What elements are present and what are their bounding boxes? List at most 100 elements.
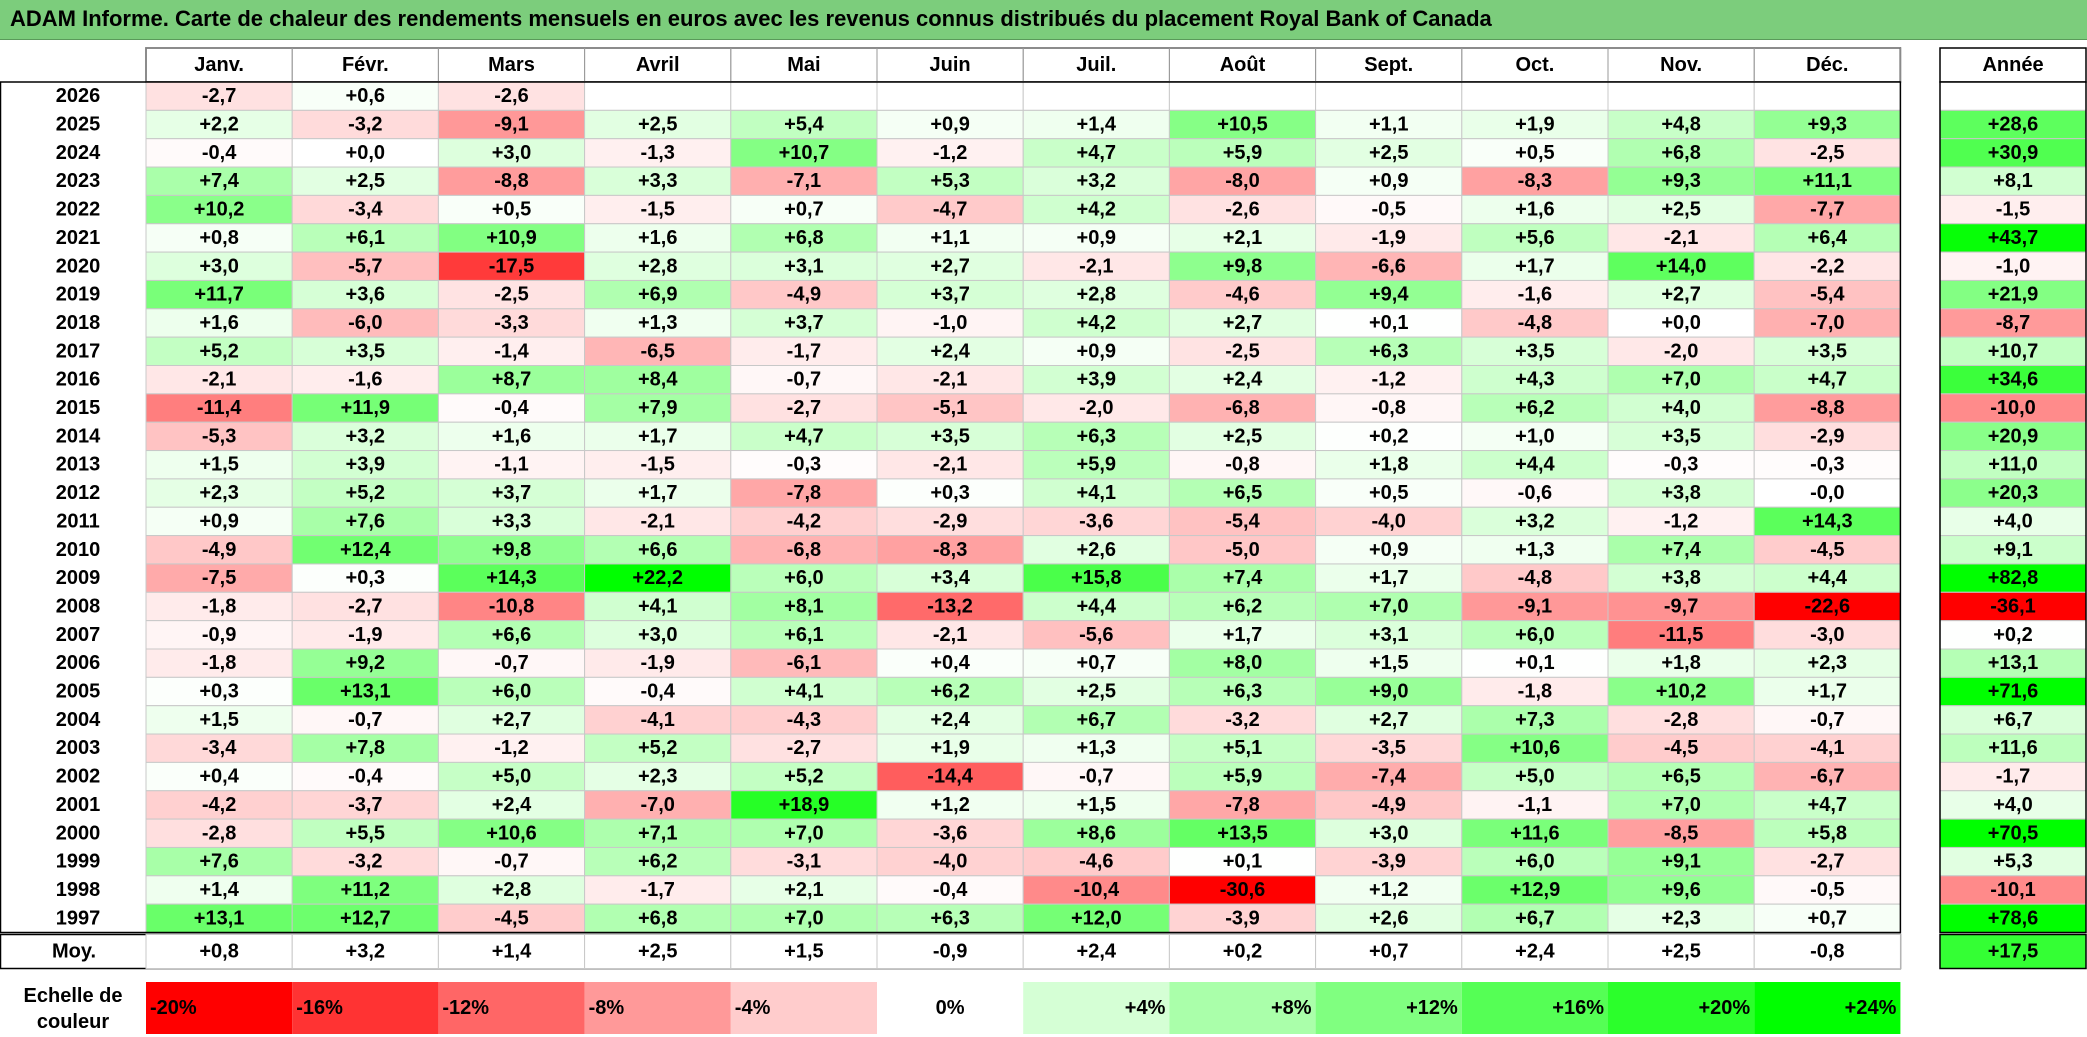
heatmap-cell — [437, 478, 586, 508]
cell-value: +1,6 — [492, 425, 531, 447]
cell-value: +2,7 — [1661, 284, 1700, 306]
cell-value: +6,1 — [784, 624, 823, 646]
month-header-label: Avril — [636, 54, 680, 76]
cell-value: -4,7 — [933, 199, 967, 221]
year-label: 2006 — [56, 652, 101, 674]
cell-value: -2,1 — [933, 624, 967, 646]
month-header-label: Août — [1220, 54, 1266, 76]
heatmap-cell — [730, 223, 878, 253]
cell-value: +4,4 — [1515, 454, 1555, 476]
heatmap-cell — [730, 790, 878, 820]
color-scale-swatch — [292, 982, 439, 1034]
heatmap-cell — [145, 733, 293, 763]
heatmap-cell — [876, 761, 1024, 792]
heatmap-cell — [1022, 81, 1170, 111]
heatmap-cell — [876, 705, 1024, 735]
cell-value: +6,6 — [492, 624, 531, 646]
year-label: 2014 — [56, 425, 101, 447]
heatmap-cell — [1168, 421, 1317, 452]
year-label: 2022 — [56, 199, 101, 221]
cell-value: +3,3 — [492, 510, 531, 532]
heatmap-cell — [1168, 535, 1317, 565]
cell-value: +3,7 — [930, 284, 969, 306]
cell-value: -1,5 — [640, 454, 674, 476]
heatmap-cell — [145, 478, 293, 508]
heatmap-cell — [1168, 478, 1317, 508]
cell-value: +6,5 — [1223, 482, 1262, 504]
cell-value: +3,0 — [1369, 822, 1408, 844]
annual-header-label: Année — [1982, 54, 2043, 76]
cell-value: +6,2 — [1515, 397, 1554, 419]
color-scale-swatch — [584, 982, 731, 1034]
color-scale-step: +24% — [1845, 997, 1897, 1019]
heatmap-cell — [1022, 421, 1170, 452]
cell-value: -7,0 — [1810, 312, 1844, 334]
cell-value: +3,2 — [1077, 170, 1116, 192]
heatmap-cell — [1753, 109, 1901, 140]
cell-value: -2,7 — [787, 397, 821, 419]
cell-value: +4,2 — [1077, 199, 1116, 221]
heatmap-cell — [1461, 393, 1609, 423]
heatmap-cell — [584, 109, 732, 140]
cell-value: +1,3 — [1515, 539, 1554, 561]
heatmap-cell — [1607, 535, 1755, 565]
annual-cell — [1939, 166, 2087, 196]
heatmap-cell — [1753, 81, 1901, 111]
heatmap-cell — [876, 620, 1024, 650]
cell-value: +5,2 — [346, 482, 385, 504]
cell-value: +3,2 — [1515, 510, 1554, 532]
cell-value: -4,6 — [1225, 284, 1259, 306]
heatmap-cell — [730, 591, 878, 622]
heatmap-cell — [584, 535, 732, 565]
cell-value: +0,7 — [1808, 907, 1847, 929]
cell-value: +0,3 — [930, 482, 969, 504]
heatmap-cell — [437, 421, 586, 452]
cell-value: -2,1 — [640, 510, 674, 532]
average-cell — [1753, 934, 1901, 969]
cell-value: +4,4 — [1077, 595, 1117, 617]
cell-value: -2,8 — [1664, 709, 1698, 731]
cell-value: -3,6 — [933, 822, 967, 844]
cell-value: +14,3 — [1802, 510, 1853, 532]
cell-value: -4,9 — [202, 539, 236, 561]
cell-value: -0,3 — [787, 454, 821, 476]
cell-value: +0,0 — [1661, 312, 1700, 334]
cell-value: -8,8 — [494, 170, 528, 192]
heatmap-cell — [1168, 846, 1317, 877]
heatmap-cell — [1461, 620, 1609, 650]
cell-value: +2,5 — [1661, 199, 1700, 221]
cell-value: +7,0 — [1661, 794, 1700, 816]
heatmap-cell — [1022, 308, 1170, 338]
cell-value: +1,4 — [199, 879, 239, 901]
average-value: +0,7 — [1369, 941, 1408, 963]
cell-value: +9,0 — [1369, 681, 1408, 703]
annual-cell — [1939, 733, 2087, 763]
cell-value: +12,4 — [340, 539, 391, 561]
cell-value: -1,5 — [640, 199, 674, 221]
cell-value: +6,4 — [1808, 227, 1848, 249]
heatmap-cell — [145, 81, 293, 111]
average-cell — [291, 934, 439, 969]
annual-frame — [1939, 81, 2087, 934]
cell-value: +3,4 — [930, 567, 970, 589]
cell-value: -0,7 — [494, 851, 528, 873]
cell-value: +8,0 — [1223, 652, 1262, 674]
cell-value: +10,9 — [486, 227, 537, 249]
heatmap-cell — [876, 336, 1024, 366]
month-header-label: Oct. — [1515, 54, 1554, 76]
cell-value: +2,6 — [1369, 907, 1408, 929]
heatmap-cell — [876, 308, 1024, 338]
cell-value: +6,7 — [1077, 709, 1116, 731]
cell-value: +6,2 — [638, 851, 677, 873]
annual-cell — [1939, 535, 2087, 565]
heatmap-cell — [1315, 450, 1463, 480]
cell-value: +14,0 — [1656, 255, 1707, 277]
cell-value: +6,3 — [1077, 425, 1116, 447]
cell-value: -4,2 — [787, 510, 821, 532]
cell-value: +5,9 — [1223, 766, 1262, 788]
average-value: +1,4 — [492, 941, 532, 963]
year-label: 2011 — [56, 510, 99, 532]
cell-value: +7,9 — [638, 397, 677, 419]
cell-value: -0,3 — [1810, 454, 1844, 476]
heatmap-cell — [291, 563, 439, 593]
